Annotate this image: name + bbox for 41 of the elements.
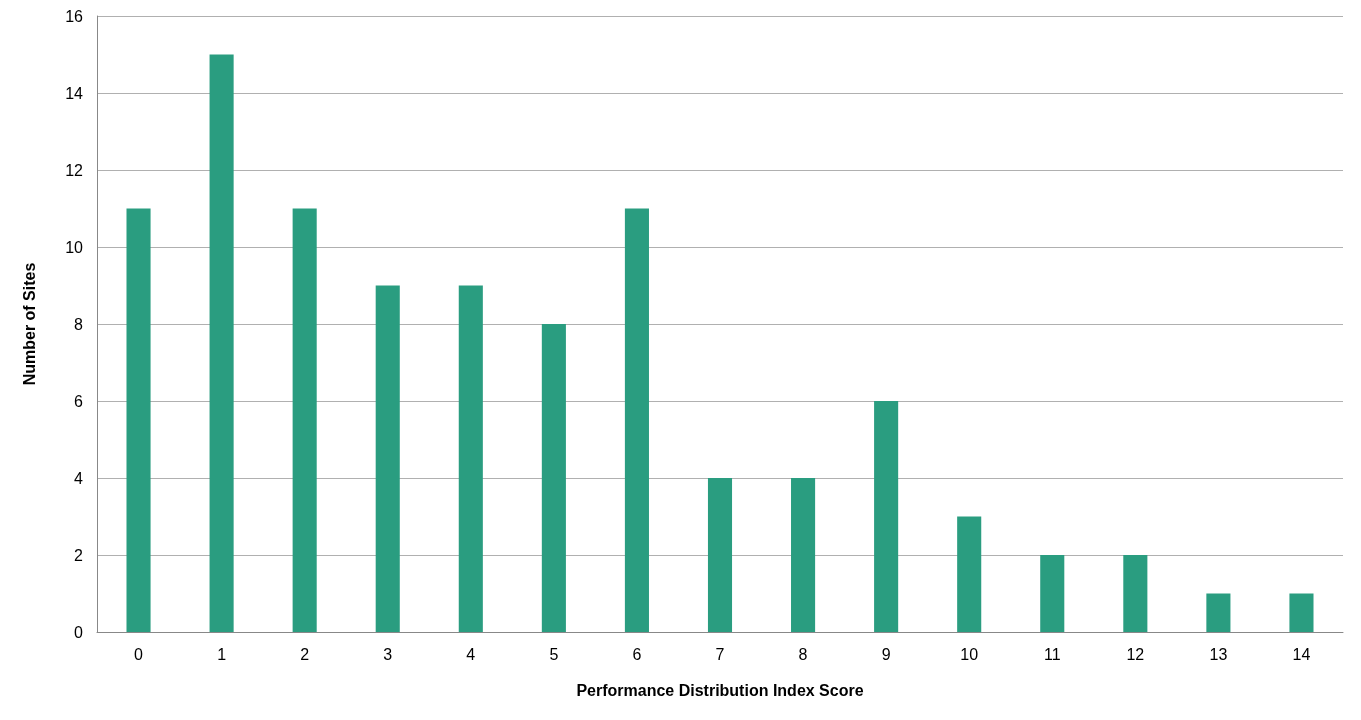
- x-tick-label: 4: [466, 645, 476, 663]
- y-axis-title: Number of Sites: [20, 262, 38, 386]
- bar: [541, 324, 566, 632]
- x-tick-label: 1: [217, 645, 227, 663]
- bar: [1123, 555, 1148, 632]
- bar: [458, 285, 483, 632]
- x-tick-label: 14: [1292, 645, 1311, 663]
- y-tick-label: 4: [74, 469, 84, 487]
- x-tick-label: 7: [715, 645, 725, 663]
- y-tick-label: 10: [65, 238, 84, 256]
- x-tick-label: 0: [134, 645, 144, 663]
- x-tick-label: 10: [960, 645, 979, 663]
- x-tick-label: 9: [881, 645, 891, 663]
- y-tick-label: 0: [74, 623, 84, 641]
- y-tick-label: 6: [74, 392, 84, 410]
- x-tick-label: 13: [1209, 645, 1228, 663]
- bar: [1206, 593, 1231, 632]
- y-tick-label: 2: [74, 546, 84, 564]
- y-tick-label: 16: [65, 7, 84, 25]
- x-tick-label: 11: [1043, 645, 1061, 663]
- x-tick-label: 5: [549, 645, 559, 663]
- bar: [624, 208, 649, 632]
- x-tick-label: 2: [300, 645, 310, 663]
- x-tick-label: 8: [798, 645, 808, 663]
- bar: [957, 516, 982, 632]
- bar: [126, 208, 151, 632]
- x-tick-label: 3: [383, 645, 393, 663]
- bar: [292, 208, 317, 632]
- bar: [209, 54, 234, 632]
- bar: [707, 478, 733, 632]
- bar: [791, 478, 816, 632]
- bar: [375, 285, 400, 632]
- y-tick-label: 14: [65, 84, 84, 102]
- y-tick-label: 8: [74, 315, 84, 333]
- y-tick-label: 12: [65, 161, 84, 179]
- x-tick-label: 12: [1126, 645, 1145, 663]
- x-axis-title: Performance Distribution Index Score: [576, 681, 864, 699]
- x-tick-label: 6: [632, 645, 642, 663]
- bar: [1040, 555, 1065, 632]
- bar: [874, 401, 899, 632]
- bar: [1289, 593, 1314, 632]
